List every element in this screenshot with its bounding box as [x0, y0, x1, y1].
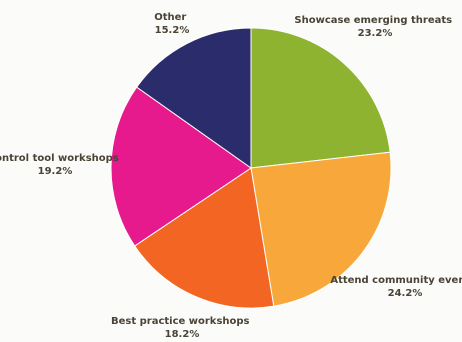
label-showcase-emerging-threats: Showcase emerging threats 23.2% [294, 15, 455, 39]
label-other-value: 15.2% [155, 25, 190, 36]
label-attend-name: Attend community events [330, 275, 462, 286]
label-other: Other 15.2% [154, 12, 190, 36]
label-control-tool-workshops: Control tool workshops 19.2% [0, 153, 122, 177]
label-showcase-value: 23.2% [358, 28, 393, 39]
label-attend-community-events: Attend community events 24.2% [330, 275, 462, 299]
label-control-tool-value: 19.2% [38, 166, 73, 177]
pie-slice-showcase-emerging-threats [250, 27, 391, 169]
label-best-practice-value: 18.2% [165, 329, 200, 340]
label-showcase-name: Showcase emerging threats [294, 15, 452, 26]
pie-slice-attend-community-events [250, 151, 392, 307]
pie-slice-other [136, 27, 252, 169]
pie-slice-control-tool-workshops [110, 86, 252, 247]
label-best-practice-name: Best practice workshops [111, 316, 250, 327]
pie-labels: Showcase emerging threats 23.2% Attend c… [0, 12, 462, 340]
pie-slice-best-practice-workshops [134, 167, 275, 309]
label-other-name: Other [154, 12, 186, 23]
label-control-tool-name: Control tool workshops [0, 153, 119, 164]
label-best-practice-workshops: Best practice workshops 18.2% [111, 316, 253, 340]
pie-slices [110, 27, 392, 309]
label-attend-value: 24.2% [388, 288, 423, 299]
